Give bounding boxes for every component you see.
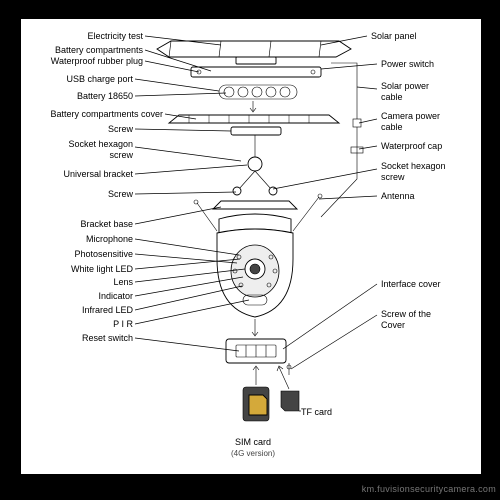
page: Electricity test Battery compartments Wa…: [0, 0, 500, 500]
diagram-card: Electricity test Battery compartments Wa…: [20, 18, 482, 475]
watermark: km.fuvisionsecuritycamera.com: [362, 484, 496, 494]
part-battery-compartment: [191, 67, 321, 77]
exploded-diagram: [21, 19, 481, 474]
part-solar-panel: [157, 41, 351, 64]
part-camera-body: [194, 194, 322, 317]
part-batteries: [219, 85, 297, 99]
part-universal-bracket: [213, 127, 297, 209]
part-sim-card: [243, 387, 269, 421]
part-tf-card: [281, 391, 299, 411]
part-cables: [321, 63, 363, 217]
